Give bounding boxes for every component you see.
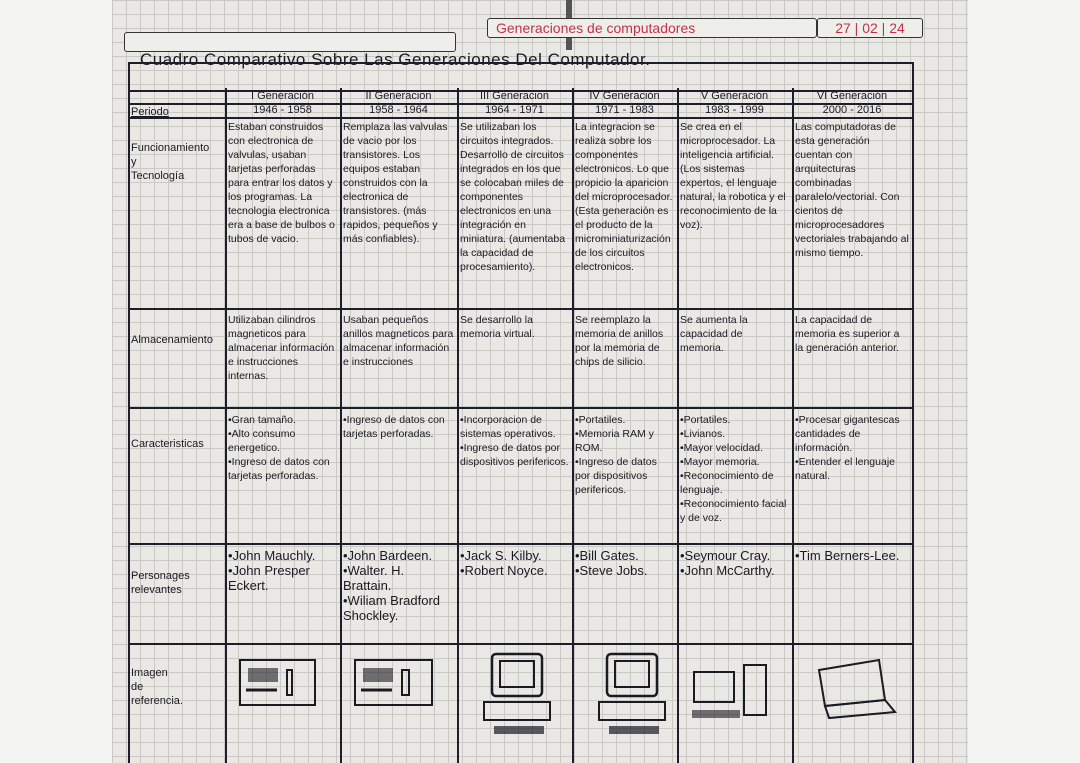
computer-sketch-icon [239, 659, 316, 706]
cell-funcionamiento: Remplaza las valvulas de vacio por los t… [343, 121, 448, 245]
table-row-divider [128, 117, 912, 119]
table-row-divider [128, 308, 912, 310]
cell-personajes: •John Bardeen. •Walter. H. Brattain. •Wi… [343, 548, 441, 623]
cell-almacenamiento: Se aumenta la capacidad de memoria. [680, 314, 748, 354]
cell-caracteristicas: •Portatiles. •Memoria RAM y ROM. •Ingres… [575, 414, 657, 496]
table-row-divider [128, 407, 912, 409]
table-row-divider [128, 103, 912, 105]
table-column-divider [572, 88, 574, 763]
cell-funcionamiento: Se utilizaban los circuitos integrados. … [460, 121, 566, 273]
cell-caracteristicas: •Procesar gigantescas cantidades de info… [795, 414, 900, 482]
table-column-divider [225, 88, 227, 763]
table-column-divider [128, 62, 130, 763]
generation-period: 1971 - 1983 [595, 104, 654, 116]
computer-sketch-icon [598, 652, 666, 734]
generation-period: 1964 - 1971 [485, 104, 544, 116]
generation-header: IV Generación [589, 90, 660, 102]
generation-header: VI Generación [816, 90, 888, 102]
cell-almacenamiento: Utilizaban cilindros magneticos para alm… [228, 314, 335, 382]
cell-funcionamiento: Se crea en el microprocesador. La inteli… [680, 121, 786, 231]
generation-header: V Generación [700, 90, 769, 102]
generation-header: II Generacion [365, 90, 432, 102]
generation-period: 1958 - 1964 [369, 104, 428, 116]
cell-funcionamiento: La integracion se realiza sobre los comp… [575, 121, 673, 273]
table-column-divider [792, 88, 794, 763]
cell-personajes: •Jack S. Kilby. •Robert Noyce. [460, 548, 548, 578]
row-label-funcionamiento: Funcionamiento y Tecnología [131, 142, 210, 182]
cell-personajes: •Tim Berners-Lee. [795, 548, 900, 563]
computer-sketch-icon [817, 658, 897, 720]
generation-header: I Generación [251, 90, 314, 102]
cell-caracteristicas: •Portatiles. •Livianos. •Mayor velocidad… [680, 414, 787, 524]
row-label-almacenamiento: Almacenamiento [131, 334, 213, 346]
row-label-imagen: Imagen de referencia. [131, 667, 183, 707]
row-label-periodo: Periodo [131, 106, 169, 118]
cell-funcionamiento: Estaban construidos con electronica de v… [228, 121, 335, 245]
table-column-divider [457, 88, 459, 763]
generation-period: 2000 - 2016 [822, 104, 882, 116]
name-field-box [124, 32, 456, 52]
cell-personajes: •John Mauchly. •John Presper Eckert. [228, 548, 316, 593]
generation-period: 1946 - 1958 [253, 104, 312, 116]
cell-caracteristicas: •Ingreso de datos con tarjetas perforada… [343, 414, 445, 440]
cell-funcionamiento: Las computadoras de esta generación cuen… [795, 121, 909, 259]
cell-personajes: •Seymour Cray. •John McCarthy. [680, 548, 775, 578]
row-label-caracteristicas: Caracteristicas [131, 438, 204, 450]
table-column-divider [340, 88, 342, 763]
cell-almacenamiento: Usaban pequeños anillos magneticos para … [343, 314, 454, 368]
notebook-page: Generaciones de computadores 27 | 02 | 2… [112, 0, 968, 763]
page-title: Cuadro Comparativo Sobre Las Generacione… [140, 50, 651, 69]
generation-header: III Generacion [479, 90, 550, 102]
generation-period: 1983 - 1999 [705, 104, 764, 116]
row-label-personajes: Personages relevantes [131, 570, 190, 596]
subject-box: Generaciones de computadores [487, 18, 817, 38]
cell-personajes: •Bill Gates. •Steve Jobs. [575, 548, 648, 578]
table-column-divider [677, 88, 679, 763]
cell-almacenamiento: Se desarrollo la memoria virtual. [460, 314, 535, 340]
computer-sketch-icon [354, 659, 433, 706]
date-box: 27 | 02 | 24 [817, 18, 923, 38]
table-row-divider [128, 90, 912, 92]
table-row-divider [128, 62, 912, 64]
cell-almacenamiento: Se reemplazo la memoria de anillos por l… [575, 314, 664, 368]
cell-caracteristicas: •Gran tamaño. •Alto consumo energetico. … [228, 414, 330, 482]
table-row-divider [128, 543, 912, 545]
computer-sketch-icon [692, 664, 767, 718]
table-row-divider [128, 643, 912, 645]
computer-sketch-icon [483, 652, 551, 734]
table-column-divider [912, 62, 914, 763]
cell-caracteristicas: •Incorporacion de sistemas operativos. •… [460, 414, 569, 468]
cell-almacenamiento: La capacidad de memoria es superior a la… [795, 314, 900, 354]
